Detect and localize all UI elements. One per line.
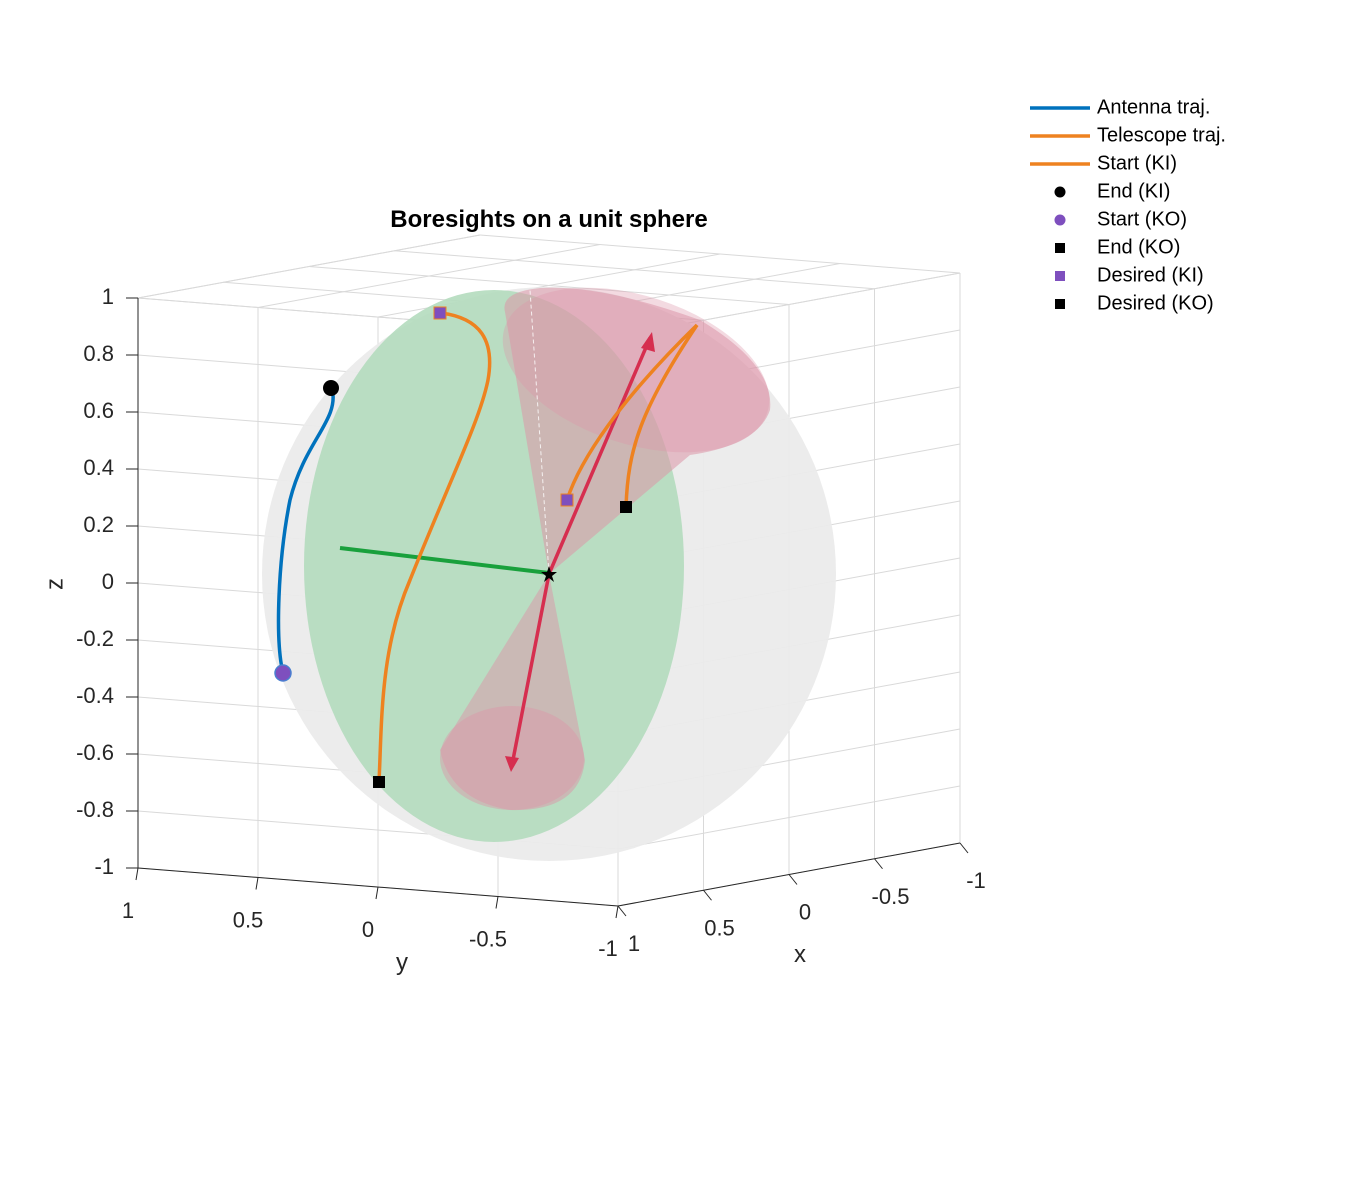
chart-title: Boresights on a unit sphere bbox=[390, 206, 707, 233]
legend-label: Desired (KO) bbox=[1097, 292, 1214, 314]
y-axis-label: y bbox=[396, 949, 408, 976]
grid-line bbox=[308, 266, 790, 305]
x-tick-label: 0 bbox=[799, 900, 811, 925]
series-antenna-traj bbox=[276, 387, 335, 674]
legend: Antenna traj. Telescope traj. Start (KI) En… bbox=[1030, 96, 1226, 314]
z-tick-label: 0.8 bbox=[83, 341, 114, 366]
trajectories bbox=[276, 311, 699, 783]
grid-line bbox=[394, 250, 875, 290]
legend-entry: Antenna traj. bbox=[1030, 96, 1210, 118]
x-tick-label: -0.5 bbox=[872, 884, 910, 909]
x-tick-mark bbox=[617, 905, 627, 917]
y-tick-mark bbox=[135, 867, 139, 881]
z-tick-label: 0.2 bbox=[83, 512, 114, 537]
z-tick-label: -0.2 bbox=[76, 626, 114, 651]
z-tick-label: -0.6 bbox=[76, 740, 114, 765]
markers bbox=[274, 306, 632, 788]
y-tick-label: -0.5 bbox=[469, 927, 507, 952]
scene-surfaces bbox=[262, 287, 836, 861]
legend-square-swatch bbox=[1055, 243, 1065, 253]
lower-cone bbox=[440, 574, 585, 811]
legend-entry: Desired (KO) bbox=[1055, 292, 1214, 314]
end-ko-marker bbox=[620, 501, 632, 513]
legend-entry: End (KI) bbox=[1054, 180, 1170, 202]
grid-line bbox=[617, 785, 961, 850]
legend-entry: Start (KO) bbox=[1054, 208, 1187, 230]
series-start-ki bbox=[565, 323, 699, 501]
legend-label: Start (KI) bbox=[1097, 152, 1177, 174]
series-start-ko bbox=[624, 324, 699, 508]
y-tick-label: 0 bbox=[362, 917, 374, 942]
x-tick-mark bbox=[788, 874, 798, 885]
boresight-arrowhead-up bbox=[641, 332, 655, 352]
z-tick-label: 0.6 bbox=[83, 398, 114, 423]
boresight-arrow-down bbox=[510, 573, 551, 766]
z-tick-label: 1 bbox=[102, 284, 114, 309]
y-tick-mark bbox=[255, 877, 259, 890]
boresight-arrow-up bbox=[547, 337, 652, 575]
y-tick-mark bbox=[495, 896, 499, 909]
legend-entry: Desired (KI) bbox=[1055, 264, 1204, 286]
legend-label: End (KI) bbox=[1097, 180, 1170, 202]
z-tick-label: 0.4 bbox=[83, 455, 114, 480]
legend-entry: Start (KI) bbox=[1030, 152, 1177, 174]
y-tick-label: 0.5 bbox=[233, 908, 264, 933]
legend-label: Antenna traj. bbox=[1097, 96, 1210, 118]
y-tick-label: 1 bbox=[122, 898, 134, 923]
origin-star-marker bbox=[541, 566, 557, 582]
x-tick-label: 1 bbox=[628, 931, 640, 956]
desired-ki-marker-top bbox=[433, 306, 447, 320]
x-tick-mark bbox=[959, 842, 969, 854]
z-tick-label: 0 bbox=[102, 569, 114, 594]
x-tick-label: 0.5 bbox=[704, 915, 735, 940]
desired-ki-marker-mid bbox=[560, 493, 574, 507]
y-tick-label: -1 bbox=[598, 936, 618, 961]
x-axis-label: x bbox=[794, 941, 806, 968]
z-tick-labels: 1 0.8 0.6 0.4 0.2 0 -0.2 -0.4 -0.6 -0.8 -1 bbox=[76, 284, 138, 879]
green-axis-arrow bbox=[339, 546, 550, 575]
end-ki-marker bbox=[323, 380, 339, 396]
desired-ko-marker bbox=[373, 776, 385, 788]
boresight-arrowhead-down bbox=[505, 756, 519, 772]
y-tick-mark bbox=[375, 886, 379, 900]
z-tick-label: -1 bbox=[94, 854, 114, 879]
legend-entry: Telescope traj. bbox=[1030, 124, 1226, 146]
cone-axis-dashed bbox=[529, 289, 550, 575]
z-tick-label: -0.8 bbox=[76, 797, 114, 822]
series-telescope-traj bbox=[377, 311, 492, 783]
start-ko-marker bbox=[274, 664, 292, 682]
legend-label: Start (KO) bbox=[1097, 208, 1187, 230]
y-tick-labels: 1 0.5 0 -0.5 -1 bbox=[122, 867, 619, 961]
legend-circle-swatch bbox=[1054, 214, 1066, 226]
arrows bbox=[339, 332, 655, 772]
x-tick-labels: 1 0.5 0 -0.5 -1 bbox=[617, 842, 986, 956]
legend-label: Telescope traj. bbox=[1097, 124, 1226, 146]
legend-entry: End (KO) bbox=[1055, 236, 1180, 258]
z-tick-label: -0.4 bbox=[76, 683, 114, 708]
legend-square-swatch bbox=[1055, 299, 1065, 309]
z-axis-label: z bbox=[41, 578, 68, 590]
x-tick-mark bbox=[874, 858, 883, 870]
legend-square-swatch bbox=[1055, 271, 1065, 281]
x-tick-label: -1 bbox=[966, 868, 986, 893]
x-tick-mark bbox=[703, 889, 712, 901]
y-tick-mark bbox=[615, 905, 619, 919]
grid-line bbox=[479, 234, 961, 274]
legend-label: Desired (KI) bbox=[1097, 264, 1204, 286]
legend-circle-swatch bbox=[1054, 186, 1066, 198]
legend-label: End (KO) bbox=[1097, 236, 1180, 258]
